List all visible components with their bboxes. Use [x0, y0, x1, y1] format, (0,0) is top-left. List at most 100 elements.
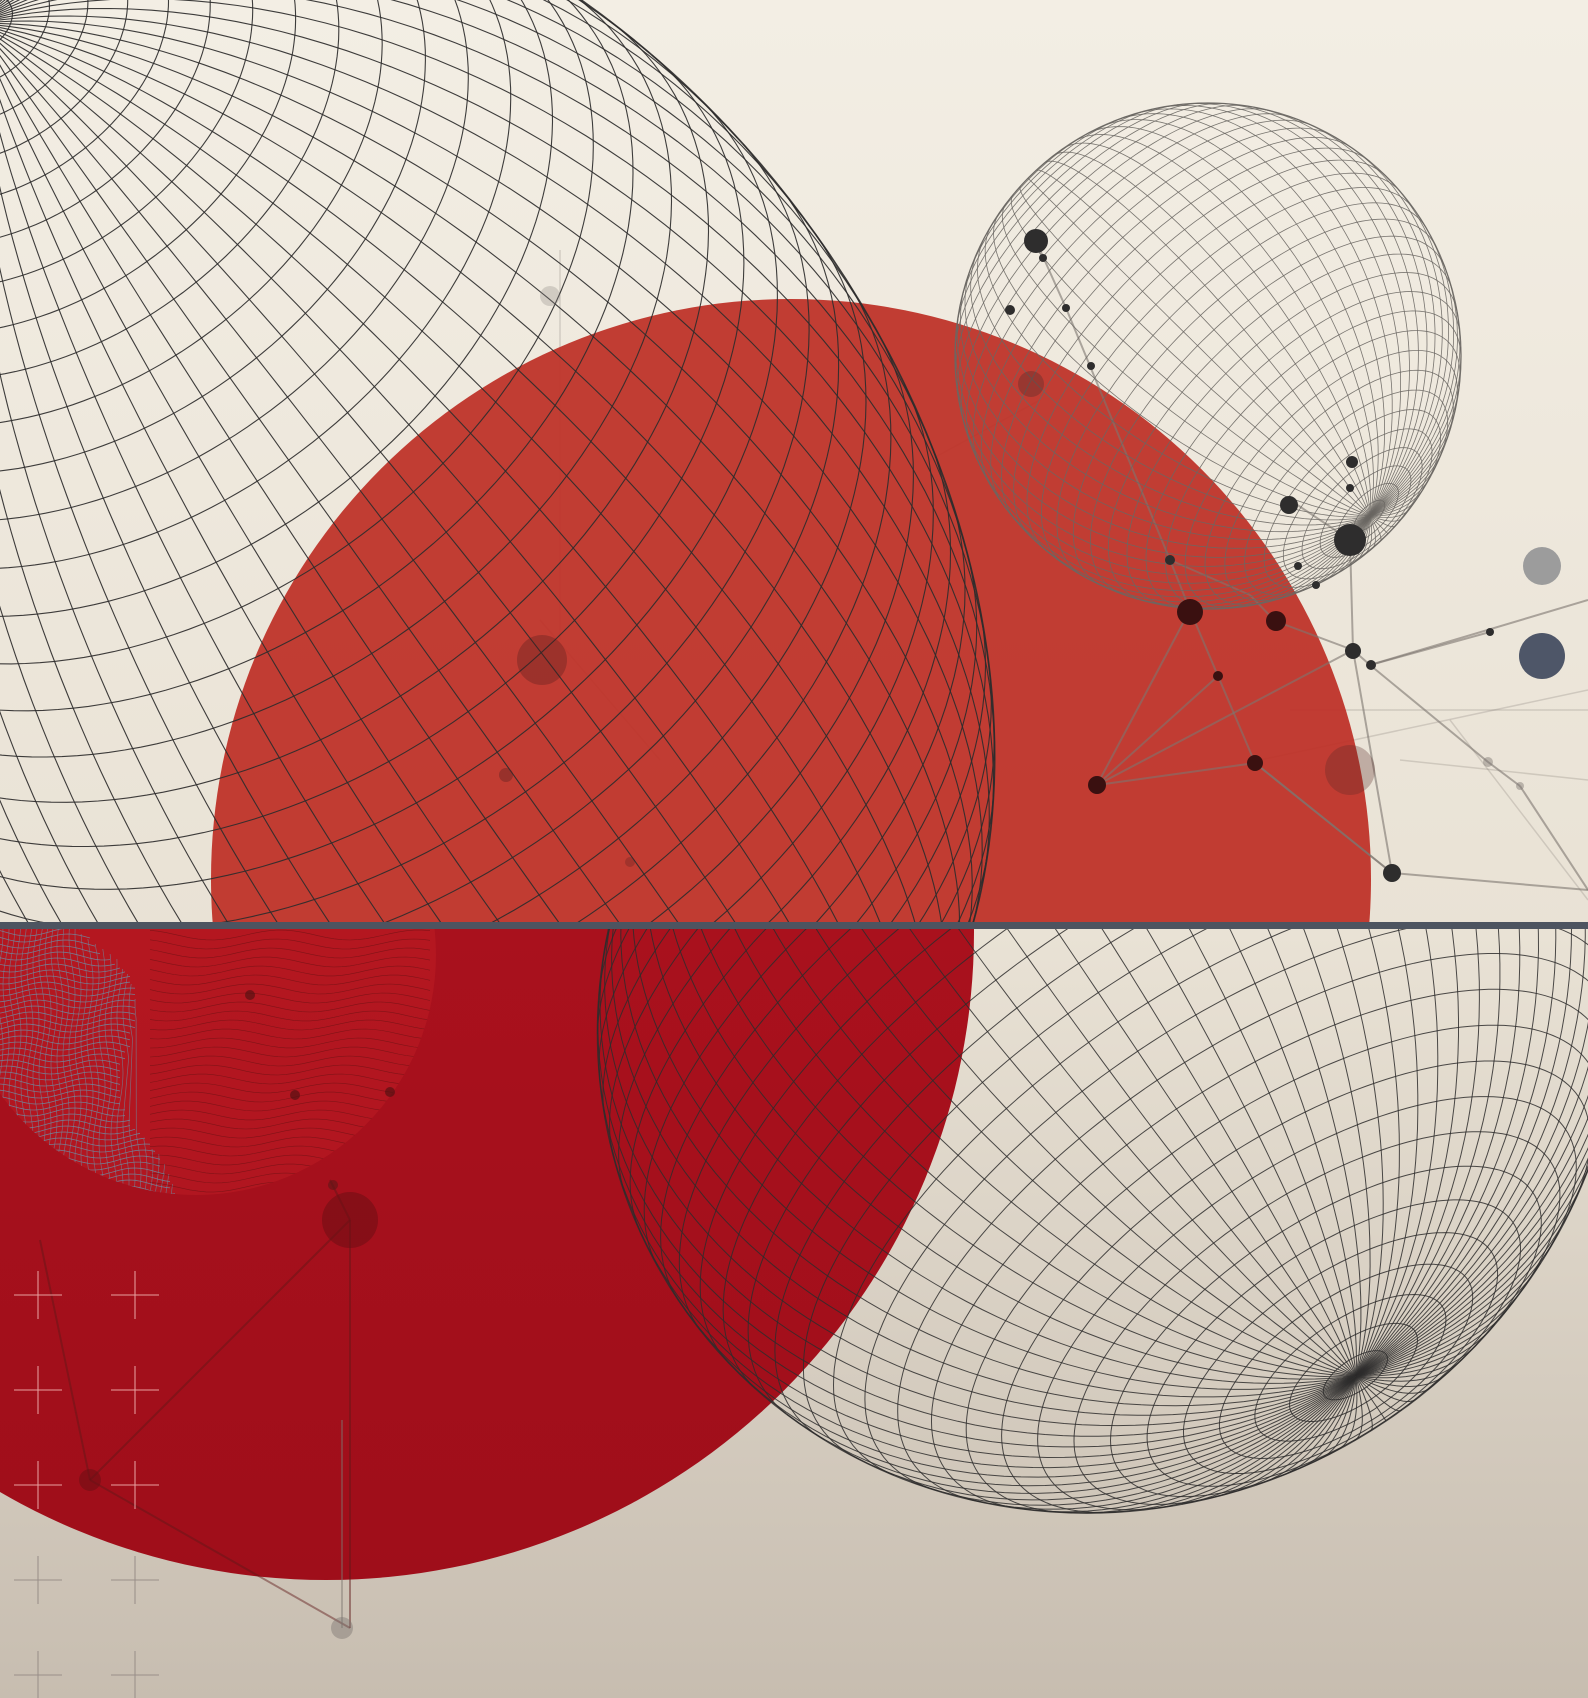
wire-longitude: [1035, 169, 1371, 517]
node-dot: [1516, 782, 1524, 790]
mesh-col: [158, 1163, 166, 1195]
mesh-col: [38, 929, 46, 1195]
wire-longitude: [1237, 1375, 1357, 1492]
wire-longitude: [1084, 126, 1374, 517]
wire-longitude: [0, 64, 562, 925]
node-dot: [1024, 229, 1048, 253]
wire-longitude: [1063, 1375, 1357, 1514]
wire-longitude: [0, 710, 100, 925]
network-edge: [1065, 307, 1091, 367]
face-backdrop: [0, 929, 436, 1195]
wire-longitude: [599, 939, 1357, 1427]
mesh-shadow: [149, 956, 431, 968]
wire-longitude: [964, 263, 1371, 533]
mesh-row: [0, 945, 101, 955]
mesh-col: [56, 929, 64, 1195]
wire-longitude: [0, 24, 961, 925]
wire-longitude: [0, 98, 444, 925]
mesh-row: [0, 1029, 131, 1039]
mesh-shadow: [149, 1001, 431, 1013]
wire-longitude: [1355, 929, 1540, 1377]
node-dot: [290, 1090, 300, 1100]
wire-longitude: [1188, 929, 1357, 1377]
lower-wire-sphere: [596, 929, 1588, 1514]
wire-latitude: [643, 929, 807, 1267]
node-dot: [499, 768, 513, 782]
node-dot: [1088, 776, 1106, 794]
wire-latitude: [660, 929, 852, 1301]
node-dot: [1062, 304, 1070, 312]
wire-longitude: [1280, 1376, 1357, 1477]
mesh-shadow: [149, 929, 431, 941]
mesh-col: [74, 929, 82, 1195]
mesh-row: [0, 1035, 131, 1045]
wire-longitude: [700, 929, 1357, 1378]
wire-longitude: [1355, 929, 1439, 1377]
wire-longitude: [1355, 929, 1557, 1377]
node-dot: [1247, 755, 1263, 771]
plus-marks: [14, 1271, 159, 1698]
wire-longitude: [1355, 1287, 1525, 1377]
wire-longitude: [1369, 515, 1376, 549]
node-dot: [322, 1192, 378, 1248]
mesh-col: [128, 983, 136, 1195]
wire-longitude: [1112, 113, 1386, 517]
wire-longitude: [1108, 1375, 1357, 1513]
wire-longitude: [0, 42, 738, 925]
mesh-col: [26, 929, 34, 1195]
wire-longitude: [609, 1141, 1357, 1459]
wire-latitude: [939, 728, 995, 925]
wire-longitude: [0, 605, 140, 925]
network-edge: [1519, 785, 1588, 891]
mesh-row: [0, 1053, 126, 1063]
network-edge: [1217, 675, 1256, 764]
network-graph: [1035, 240, 1588, 891]
node-dot: [385, 1087, 395, 1097]
wire-latitude: [602, 929, 671, 1120]
wire-longitude: [954, 357, 1371, 567]
wire-longitude: [815, 929, 1357, 1377]
small-wire-sphere: [954, 102, 1462, 610]
wire-longitude: [1355, 1343, 1478, 1379]
node-dot: [1165, 555, 1175, 565]
wire-longitude: [1247, 105, 1428, 517]
mesh-col: [20, 929, 28, 1195]
wire-longitude: [1017, 1375, 1357, 1513]
wire-longitude: [1355, 1237, 1557, 1377]
network-edge: [1349, 539, 1354, 651]
wire-longitude: [1024, 515, 1371, 598]
network-edge: [1096, 762, 1256, 786]
wire-latitude: [0, 0, 594, 665]
wire-longitude: [0, 29, 917, 925]
wire-longitude: [1355, 1375, 1418, 1402]
wire-longitude: [0, 38, 792, 925]
wire-longitude: [669, 1286, 1357, 1478]
wire-longitude: [1001, 202, 1371, 517]
wire-latitude: [0, 0, 340, 376]
wire-longitude: [1206, 102, 1419, 517]
node-dot: [1346, 484, 1354, 492]
wire-longitude: [1101, 929, 1357, 1377]
wire-longitude: [958, 929, 1357, 1377]
network-edge: [1274, 620, 1354, 651]
network-edge: [1096, 649, 1354, 786]
wire-longitude: [1355, 1375, 1387, 1422]
mesh-shadow: [149, 974, 431, 986]
node-dot: [1334, 524, 1366, 556]
mesh-col: [2, 929, 10, 1195]
mesh-col: [8, 929, 16, 1195]
wire-longitude: [1229, 929, 1357, 1377]
wire-longitude: [1369, 515, 1382, 542]
wire-longitude: [632, 929, 1357, 1390]
node-dot: [1213, 671, 1223, 681]
wire-longitude: [1355, 929, 1572, 1377]
wire-longitude: [968, 438, 1371, 584]
node-dot: [1523, 547, 1561, 585]
wire-longitude: [960, 279, 1371, 541]
lower-network: [39, 1179, 351, 1629]
wire-longitude: [956, 301, 1371, 549]
wire-longitude: [1019, 185, 1371, 517]
wire-longitude: [0, 0, 893, 361]
mesh-col: [14, 929, 22, 1195]
node-dot: [1177, 599, 1203, 625]
